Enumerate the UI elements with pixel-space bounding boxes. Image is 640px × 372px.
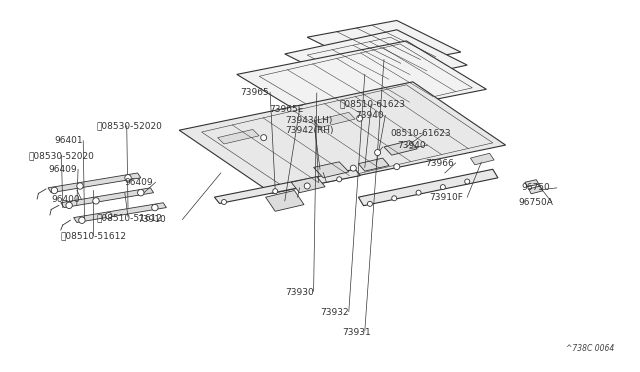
Circle shape — [273, 189, 278, 194]
Circle shape — [392, 196, 397, 201]
Polygon shape — [74, 203, 166, 222]
Circle shape — [356, 115, 363, 121]
Circle shape — [440, 185, 445, 190]
Text: 08510-61623: 08510-61623 — [390, 129, 451, 138]
Circle shape — [374, 150, 381, 155]
Polygon shape — [237, 41, 486, 123]
Polygon shape — [358, 169, 498, 206]
Text: 96750: 96750 — [522, 183, 550, 192]
Text: ^738C 0064: ^738C 0064 — [566, 344, 614, 353]
Circle shape — [106, 212, 112, 219]
Text: 73942(RH): 73942(RH) — [285, 126, 333, 135]
Text: 73910F: 73910F — [429, 193, 463, 202]
Polygon shape — [384, 141, 417, 155]
Circle shape — [66, 202, 72, 209]
Polygon shape — [61, 188, 154, 208]
Polygon shape — [358, 158, 389, 171]
Text: 96409: 96409 — [125, 178, 154, 187]
Text: Ⓢ08530-52020: Ⓢ08530-52020 — [96, 121, 162, 130]
Text: Ⓢ08510-51612: Ⓢ08510-51612 — [61, 232, 127, 241]
Circle shape — [394, 164, 400, 170]
Circle shape — [304, 183, 310, 189]
Text: 73943(LH): 73943(LH) — [285, 116, 332, 125]
Polygon shape — [285, 30, 467, 89]
Polygon shape — [218, 129, 259, 144]
Circle shape — [350, 165, 356, 171]
Polygon shape — [214, 169, 360, 203]
Text: 73940: 73940 — [397, 141, 426, 150]
Text: 73931: 73931 — [342, 328, 371, 337]
Polygon shape — [179, 82, 506, 193]
Text: Ⓢ08510-61623: Ⓢ08510-61623 — [339, 100, 405, 109]
Text: 73910: 73910 — [138, 215, 166, 224]
Circle shape — [152, 204, 158, 211]
Circle shape — [93, 198, 99, 204]
Text: 73930: 73930 — [285, 288, 314, 296]
Text: Ⓢ08510-51612: Ⓢ08510-51612 — [96, 213, 162, 222]
Circle shape — [125, 174, 131, 181]
Text: 73965: 73965 — [240, 88, 269, 97]
Polygon shape — [314, 112, 355, 128]
Text: 73932: 73932 — [320, 308, 349, 317]
Circle shape — [260, 135, 267, 141]
Polygon shape — [266, 190, 304, 211]
Circle shape — [79, 217, 85, 224]
Polygon shape — [529, 186, 543, 194]
Circle shape — [367, 201, 372, 206]
Polygon shape — [48, 173, 141, 193]
Polygon shape — [291, 177, 325, 193]
Circle shape — [138, 189, 144, 196]
Text: 73966: 73966 — [426, 159, 454, 168]
Polygon shape — [525, 180, 539, 187]
Text: 73940: 73940 — [355, 111, 384, 120]
Text: 96750A: 96750A — [518, 198, 553, 207]
Circle shape — [337, 177, 342, 182]
Text: 73965E: 73965E — [269, 105, 303, 114]
Circle shape — [465, 179, 470, 184]
Circle shape — [416, 190, 421, 195]
Circle shape — [77, 183, 83, 189]
Polygon shape — [314, 162, 349, 178]
Circle shape — [221, 199, 227, 205]
Circle shape — [51, 187, 58, 194]
Polygon shape — [470, 153, 494, 165]
Text: 96400: 96400 — [51, 195, 80, 203]
Text: 96409: 96409 — [48, 165, 77, 174]
Text: 96401: 96401 — [54, 136, 83, 145]
Polygon shape — [307, 20, 461, 69]
Text: Ⓢ08530-52020: Ⓢ08530-52020 — [29, 151, 95, 160]
